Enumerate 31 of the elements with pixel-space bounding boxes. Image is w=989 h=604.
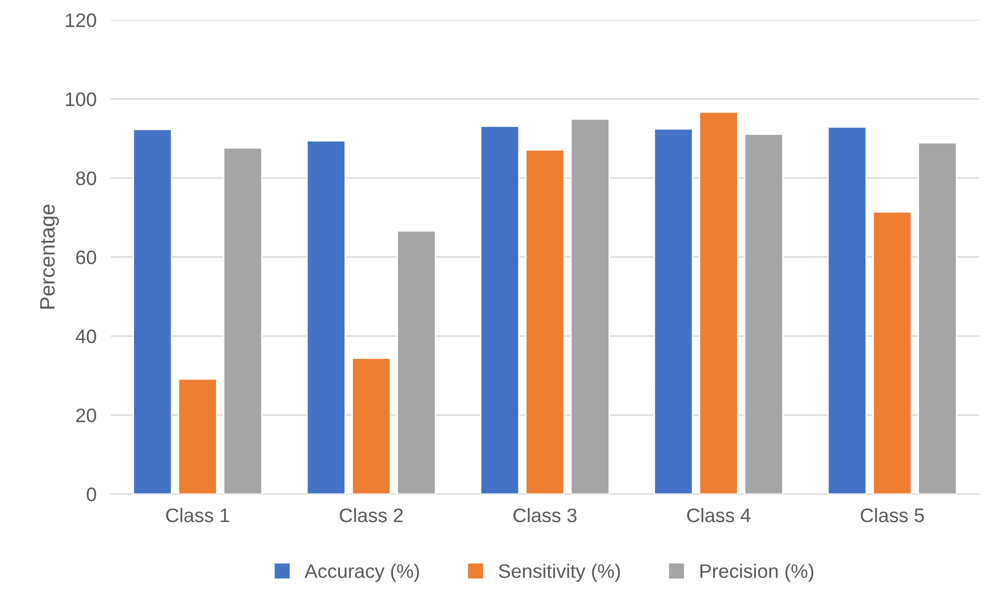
x-tick-label: Class 5 bbox=[860, 508, 924, 522]
bar bbox=[178, 378, 218, 494]
x-tick-label: Class 1 bbox=[166, 508, 230, 522]
y-tick-label: 0 bbox=[86, 488, 96, 502]
bar bbox=[306, 140, 346, 494]
y-axis-title: Percentage bbox=[40, 204, 59, 309]
bar bbox=[827, 126, 867, 494]
x-tick-label: Class 2 bbox=[340, 508, 403, 522]
bar bbox=[222, 147, 263, 494]
y-tick-label: 100 bbox=[66, 92, 96, 106]
y-tick-label: 80 bbox=[76, 171, 96, 186]
bar bbox=[132, 128, 172, 494]
x-tick-label: Class 3 bbox=[514, 508, 577, 522]
legend-label: Sensitivity (%) bbox=[498, 564, 620, 582]
bar bbox=[480, 126, 520, 494]
bar bbox=[872, 211, 912, 494]
bar bbox=[351, 357, 392, 494]
y-tick-label: 20 bbox=[76, 408, 96, 422]
y-tick-label: 60 bbox=[76, 250, 96, 264]
legend-label: Precision (%) bbox=[700, 564, 814, 582]
bar bbox=[698, 111, 738, 494]
bar bbox=[654, 128, 694, 494]
bar bbox=[918, 142, 958, 494]
y-tick-label: 120 bbox=[66, 13, 96, 28]
y-tick-label: 40 bbox=[76, 329, 96, 344]
bar bbox=[744, 133, 784, 494]
x-tick-label: Class 4 bbox=[687, 508, 750, 522]
legend-label: Accuracy (%) bbox=[304, 564, 419, 582]
bar bbox=[396, 230, 436, 494]
bar bbox=[570, 118, 610, 494]
bar bbox=[525, 149, 565, 494]
